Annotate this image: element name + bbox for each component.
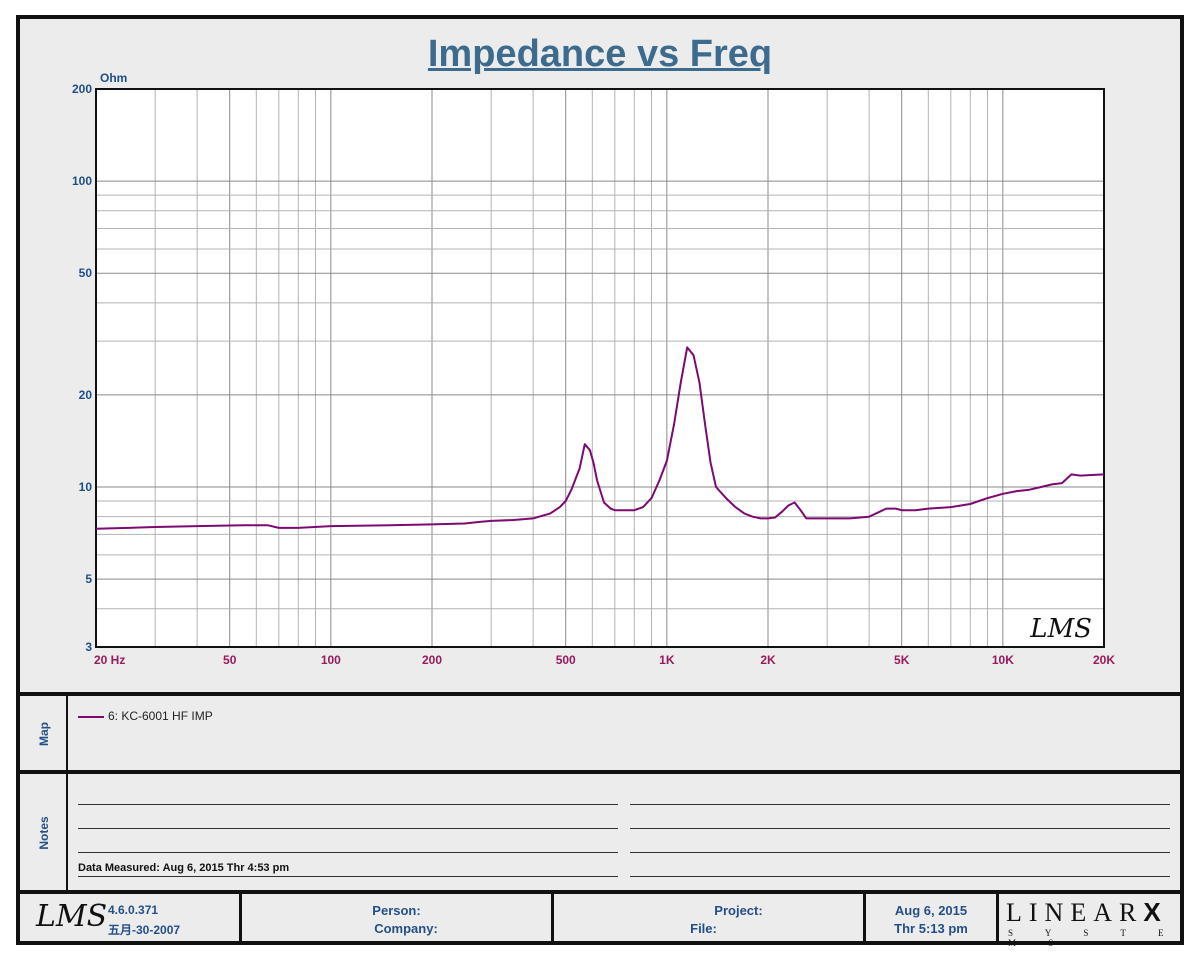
report-date: Aug 6, 2015 [894,903,968,918]
x-tick-label: 500 [556,653,576,667]
x-tick-label: 2K [760,653,776,667]
section-divider [20,890,1180,894]
impedance-chart: 20 Hz 50 100 200 500 1K 2K 5K 10K 20K 3 5 10 20 50 100 2… [72,71,1115,667]
section-divider [20,770,1180,774]
footer-divider [551,894,554,945]
x-tick-label: 20K [1093,653,1115,667]
footer-divider [239,894,242,945]
y-axis-label: Ohm [100,71,127,85]
x-tick-label: 100 [321,653,341,667]
series-line-kc6001 [95,346,1105,530]
note-line [630,852,1170,853]
x-tick-label: 200 [422,653,442,667]
legend-entry: 6: KC-6001 HF IMP [108,709,213,723]
person-label: Person: [372,903,421,918]
linearx-systems: S Y S T E M S [1008,928,1179,948]
y-tick-label: 50 [79,266,93,280]
lms-logo: LMS [36,899,108,934]
version-text: 4.6.0.371 [108,903,159,917]
report-frame: Impedance vs Freq 20 Hz 50 100 200 500 1K 2K 5K… [16,15,1184,948]
note-line [630,828,1170,829]
section-divider [20,692,1180,696]
note-line [78,852,618,853]
y-tick-label: 20 [79,388,93,402]
note-line [78,876,618,877]
x-tick-label: 20 Hz [94,653,125,667]
series-layer [95,346,1105,530]
footer-divider [863,894,866,945]
note-line [630,804,1170,805]
lms-watermark: LMS [1029,614,1092,644]
project-label: Project: [714,903,763,918]
linearx-brand: LINEAR [1006,898,1144,927]
y-tick-label: 10 [79,480,93,494]
build-date-text: 五月-30-2007 [108,923,181,937]
side-column-divider [66,696,68,890]
x-tick-label: 5K [894,653,910,667]
y-tick-label: 5 [85,572,92,586]
legend-swatch [78,716,104,718]
x-tick-label: 10K [992,653,1014,667]
x-tick-label: 50 [223,653,237,667]
data-measured-text: Data Measured: Aug 6, 2015 Thr 4:53 pm [78,862,290,874]
note-line [78,828,618,829]
linearx-x: X [1143,897,1161,927]
tick-labels: 20 Hz 50 100 200 500 1K 2K 5K 10K 20K 3 5 10 20 50 100 2… [72,71,1115,667]
plot-border [95,88,1105,648]
note-line [630,876,1170,877]
file-label: File: [690,921,717,936]
y-tick-label: 100 [72,174,92,188]
y-tick-label: 3 [85,640,92,654]
chart-title: Impedance vs Freq [427,33,773,75]
grid-lines [95,88,1105,648]
linearx-logo: LINEARX [1006,897,1161,928]
x-tick-label: 1K [659,653,675,667]
plot-area [96,89,1104,647]
notes-label: Notes [37,816,51,850]
company-label: Company: [374,921,438,936]
report-time: Thr 5:13 pm [894,921,968,936]
map-label: Map [37,722,51,746]
y-tick-label: 200 [72,82,92,96]
footer-divider [996,894,999,945]
note-line [78,804,618,805]
